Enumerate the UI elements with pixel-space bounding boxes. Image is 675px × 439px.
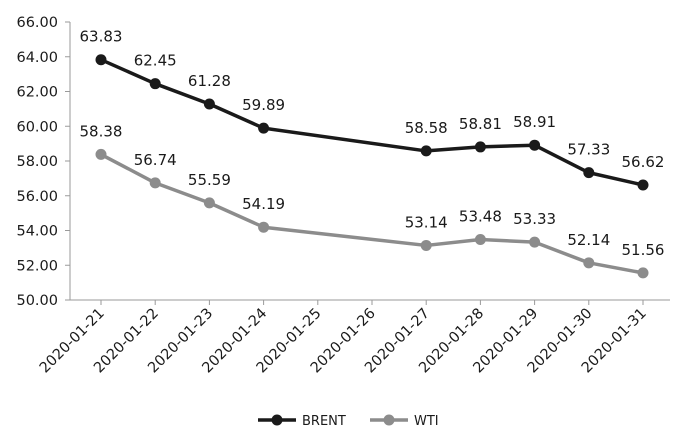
legend-label: WTI xyxy=(414,414,439,429)
series-layer xyxy=(95,54,649,279)
data-labels-layer: 63.83 62.45 61.28 59.89 58.58 58.81 58.91 57.33… xyxy=(80,28,665,259)
data-point xyxy=(258,221,270,233)
data-label: 53.33 xyxy=(513,210,556,228)
data-label: 56.62 xyxy=(622,153,665,171)
data-label: 54.19 xyxy=(242,195,285,213)
legend-swatch-marker xyxy=(271,414,283,426)
data-point xyxy=(583,167,595,179)
y-tick-label: 64.00 xyxy=(16,50,58,66)
legend-swatch-marker xyxy=(383,414,395,426)
series-line-brent xyxy=(100,58,644,187)
data-label: 53.48 xyxy=(459,208,502,226)
series-line-wti xyxy=(100,152,644,275)
y-tick-label: 50.00 xyxy=(16,293,58,309)
data-point xyxy=(258,122,270,134)
y-axis-ticks: 50.00 52.00 54.00 56.00 58.00 60.00 62.00 64.00… xyxy=(16,15,70,309)
data-label: 61.28 xyxy=(188,72,231,90)
data-label: 56.74 xyxy=(134,151,177,169)
data-point xyxy=(420,239,432,251)
y-tick-label: 54.00 xyxy=(16,224,58,240)
data-label: 58.58 xyxy=(405,119,448,137)
data-label: 63.83 xyxy=(80,28,123,46)
chart-legend: BRENT WTI xyxy=(258,414,439,429)
data-label: 52.14 xyxy=(567,231,610,249)
data-label: 57.33 xyxy=(567,141,610,159)
data-point xyxy=(149,177,161,189)
data-label: 62.45 xyxy=(134,52,177,70)
data-label: 58.38 xyxy=(80,122,123,140)
y-tick-label: 58.00 xyxy=(16,154,58,170)
data-point xyxy=(203,197,215,209)
data-point xyxy=(203,98,215,110)
data-label: 58.91 xyxy=(513,113,556,131)
data-point xyxy=(95,148,107,160)
data-label: 59.89 xyxy=(242,96,285,114)
data-point xyxy=(637,267,649,279)
x-axis-ticks: 2020-01-212020-01-222020-01-232020-01-24… xyxy=(37,300,650,376)
data-point xyxy=(529,236,541,248)
data-point xyxy=(474,141,486,153)
y-tick-label: 62.00 xyxy=(16,85,58,101)
data-point xyxy=(149,78,161,90)
data-label: 51.56 xyxy=(622,241,665,259)
data-point xyxy=(474,234,486,246)
data-label: 58.81 xyxy=(459,115,502,133)
y-tick-label: 60.00 xyxy=(16,119,58,135)
data-point xyxy=(95,54,107,66)
y-tick-label: 66.00 xyxy=(16,15,58,31)
data-point xyxy=(529,139,541,151)
data-label: 55.59 xyxy=(188,171,231,189)
data-label: 53.14 xyxy=(405,213,448,231)
data-point xyxy=(583,257,595,269)
y-tick-label: 52.00 xyxy=(16,258,58,274)
data-point xyxy=(637,179,649,191)
data-point xyxy=(420,145,432,157)
y-tick-label: 56.00 xyxy=(16,189,58,205)
legend-label: BRENT xyxy=(302,414,346,429)
